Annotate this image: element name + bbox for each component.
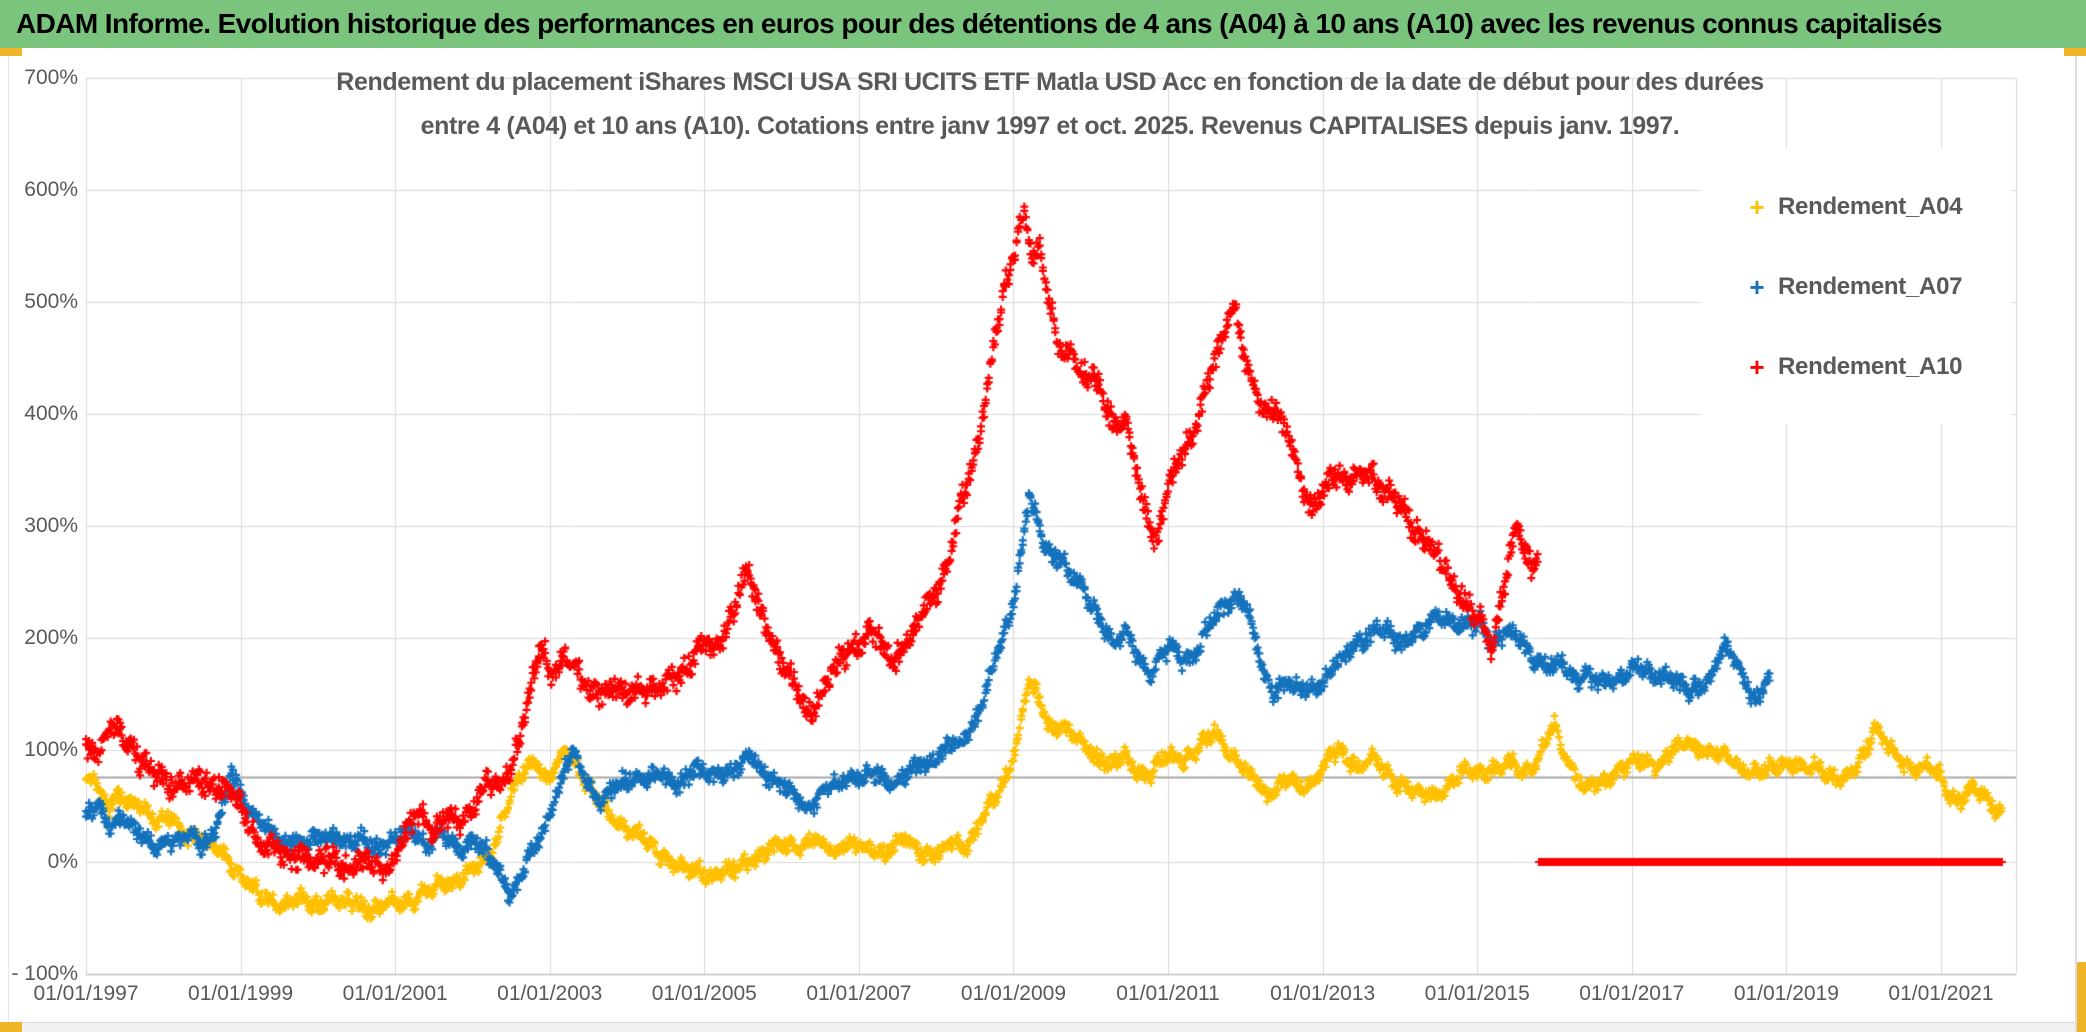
y-axis-tick-label: 300% [24,514,78,537]
x-axis-tick-label: 01/01/2007 [806,982,912,1005]
chart-legend: + Rendement_A04 + Rendement_A07 + Rendement_A… [1700,148,2012,424]
slide-title: ADAM Informe. Evolution historique des p… [16,8,1942,39]
x-axis-tick-label: 01/01/2011 [1116,982,1220,1005]
x-axis-tick-label: 01/01/1999 [188,982,294,1005]
legend-item-rendement_a07: + Rendement_A07 [1744,270,1962,304]
x-axis-tick-label: 01/01/2013 [1270,982,1376,1005]
x-axis-tick-label: 01/01/2015 [1424,982,1530,1005]
legend-item-rendement_a04: + Rendement_A04 [1744,190,1962,224]
right-border [2075,48,2077,1032]
left-border [8,56,9,1032]
legend-label: Rendement_A07 [1778,273,1963,300]
y-axis-tick-label: 400% [24,402,78,425]
legend-label: Rendement_A04 [1778,193,1963,220]
gold-accent-top-left [0,48,22,56]
legend-marker-icon: + [1749,272,1765,302]
x-axis-tick-label: 01/01/2009 [960,982,1067,1005]
x-axis-tick-label: 01/01/2019 [1733,982,1839,1005]
x-axis-tick-label: 01/01/2017 [1579,982,1685,1005]
chart-title-line1: Rendement du placement iShares MSCI USA … [336,68,1764,96]
legend-marker-icon: + [1749,352,1765,382]
y-axis-tick-label: 700% [24,66,78,89]
y-axis-tick-label: 200% [24,626,78,649]
y-axis-tick-label: - 100% [11,962,78,985]
bottom-strip [0,1022,2086,1032]
slide-title-bar: ADAM Informe. Evolution historique des p… [0,0,2086,48]
x-axis-tick-label: 01/01/2003 [497,982,603,1005]
x-axis-tick-label: 01/01/2001 [342,982,448,1005]
legend-marker-icon: + [1749,192,1765,222]
y-axis-tick-label: 0% [47,850,78,873]
gold-accent-bottom-left [0,1022,22,1032]
top-strip [0,48,2086,56]
legend-item-rendement_a10: + Rendement_A10 [1744,350,1962,384]
gold-accent-right-bottom [2077,962,2086,1032]
x-axis-tick-label: 01/01/2021 [1888,982,1994,1005]
chart-title-line2: entre 4 (A04) et 10 ans (A10). Cotations… [420,112,1680,140]
y-axis-tick-label: 500% [24,290,78,313]
chart-title: Rendement du placement iShares MSCI USA … [260,60,1840,148]
gold-accent-top-right [2064,48,2086,56]
y-axis-tick-label: 600% [24,178,78,201]
x-axis-tick-label: 01/01/1997 [33,982,139,1005]
y-axis-tick-label: 100% [24,738,78,761]
legend-label: Rendement_A10 [1778,353,1963,380]
x-axis-tick-label: 01/01/2005 [651,982,757,1005]
